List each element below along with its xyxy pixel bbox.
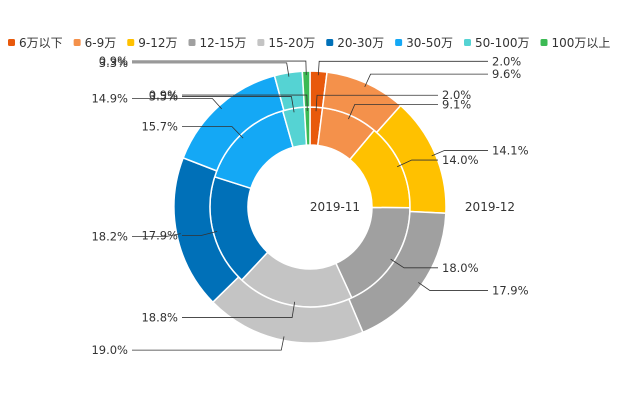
legend-swatch [395, 39, 403, 46]
legend-label[interactable]: 15-20万 [268, 36, 315, 50]
outer-label-line [317, 60, 488, 76]
inner-data-label: 18.8% [141, 311, 178, 325]
outer-data-label: 9.6% [492, 67, 521, 81]
inner-data-label: 9.1% [442, 97, 471, 111]
legend: 6万以下 6-9万 9-12万 12-15万 15-20万 20-30万 30-50万 50-… [8, 36, 610, 50]
outer-data-label: 2.0% [492, 54, 521, 68]
legend-label[interactable]: 20-30万 [337, 36, 384, 50]
inner-label-line [182, 126, 244, 139]
outer-label-line [132, 233, 181, 237]
legend-label[interactable]: 12-15万 [200, 36, 247, 50]
legend-label[interactable]: 6万以下 [19, 36, 63, 50]
legend-label[interactable]: 100万以上 [552, 36, 611, 50]
inner-data-label: 15.7% [141, 120, 178, 134]
inner-label-line [182, 301, 296, 318]
inner-label-line [390, 258, 438, 269]
legend-swatch [8, 39, 15, 46]
legend-swatch [464, 39, 471, 46]
outer-label-line [132, 98, 223, 110]
inner-label-line [182, 96, 295, 113]
legend-swatch [257, 39, 265, 46]
legend-swatch [540, 39, 548, 46]
outer-data-label: 18.2% [91, 229, 128, 243]
outer-series-name: 2019-12 [465, 200, 515, 214]
outer-data-label: 3.3% [99, 56, 128, 70]
inner-label-line [315, 94, 438, 112]
inner-data-label: 3.5% [149, 90, 178, 104]
outer-ring-slice[interactable] [301, 70, 311, 108]
inner-label-line [182, 230, 218, 236]
legend-label[interactable]: 6-9万 [85, 36, 117, 50]
inner-data-label: 17.9% [141, 228, 178, 242]
legend-swatch [188, 39, 196, 46]
inner-label-line [396, 159, 438, 168]
outer-data-label: 17.9% [492, 283, 529, 297]
inner-data-label: 2.0% [442, 88, 471, 102]
legend-swatch [127, 39, 135, 46]
outer-label-line [431, 150, 488, 157]
inner-label-line [348, 103, 438, 120]
inner-data-label: 0.9% [149, 88, 178, 102]
donut-rings [173, 70, 447, 344]
inner-label-line [182, 94, 308, 112]
legend-label[interactable]: 9-12万 [138, 36, 177, 50]
outer-label-line [364, 73, 488, 88]
legend-swatch [326, 39, 334, 46]
legend-swatch [73, 39, 81, 46]
outer-label-line [132, 60, 307, 76]
inner-series-name: 2019-11 [310, 200, 360, 214]
outer-data-label: 14.9% [91, 91, 128, 105]
legend-label[interactable]: 30-50万 [406, 36, 453, 50]
outer-label-line [132, 62, 290, 77]
outer-data-label: 14.1% [492, 143, 529, 157]
inner-data-label: 18.0% [442, 261, 479, 275]
outer-data-label: 0.9% [99, 54, 128, 68]
outer-label-line [418, 282, 488, 291]
data-labels: 2.0%9.1%14.0%18.0%18.8%17.9%15.7%3.5%0.9… [91, 54, 528, 357]
outer-data-label: 19.0% [91, 343, 128, 357]
inner-data-label: 14.0% [442, 153, 479, 167]
outer-label-line [132, 336, 285, 351]
legend-label[interactable]: 50-100万 [475, 36, 530, 50]
